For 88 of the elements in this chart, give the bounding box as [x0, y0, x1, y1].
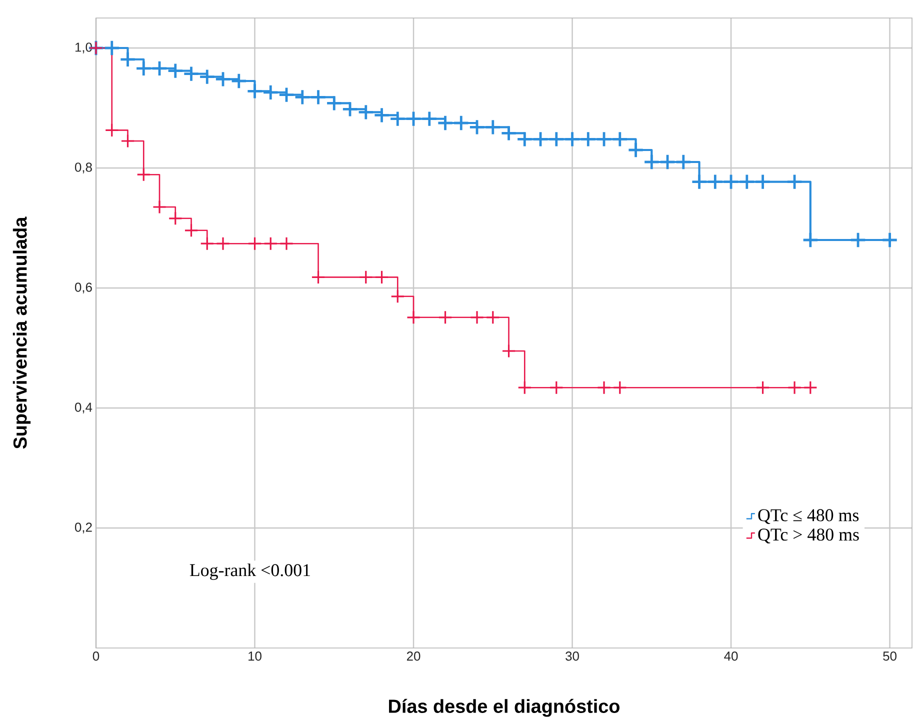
point [436, 114, 454, 132]
annotation: Log-rank <0.001 [190, 564, 310, 580]
point [151, 60, 168, 77]
point [311, 270, 326, 284]
point [500, 124, 518, 142]
point [452, 114, 470, 132]
point [264, 236, 278, 251]
x-tick-label: 40 [724, 652, 738, 661]
point [468, 118, 486, 136]
point [691, 174, 708, 190]
point [390, 289, 405, 304]
point [358, 270, 373, 284]
y-tick-label: 0,6 [74, 282, 92, 294]
point [612, 380, 627, 395]
point [596, 130, 612, 148]
point [358, 104, 374, 120]
point [248, 236, 262, 251]
point [484, 118, 502, 136]
point [326, 94, 342, 112]
x-tick-label: 20 [406, 652, 420, 661]
point [152, 200, 167, 214]
point [310, 88, 327, 106]
point [136, 168, 151, 182]
point [738, 174, 756, 190]
point [104, 40, 120, 56]
point [787, 380, 802, 395]
point [200, 236, 214, 251]
point [516, 130, 533, 148]
point [580, 130, 596, 148]
point [596, 380, 612, 395]
y-tick-label: 0,8 [74, 162, 92, 174]
point [294, 88, 311, 106]
point [532, 130, 549, 148]
point [167, 62, 184, 80]
legend-label: QTc > 480 ms [758, 528, 859, 544]
x-tick-label: 50 [883, 652, 896, 661]
point [628, 142, 644, 158]
point [659, 154, 676, 170]
point [675, 154, 692, 170]
point [278, 86, 295, 104]
point [246, 82, 264, 100]
point [549, 380, 564, 395]
point [756, 380, 770, 395]
x-axis-title: Días desde el diagnóstico [389, 698, 620, 717]
point [564, 130, 581, 148]
point [518, 380, 532, 395]
point [104, 123, 119, 138]
point [373, 106, 390, 124]
x-tick-label: 10 [248, 652, 262, 661]
point [438, 310, 452, 324]
point [882, 232, 898, 248]
point [184, 223, 198, 238]
y-axis-title: Supervivencia acumulada [12, 216, 31, 449]
point [168, 211, 182, 226]
point [198, 68, 216, 86]
y-tick-label: 0,4 [74, 402, 92, 414]
x-tick-label: 0 [92, 652, 100, 661]
point [421, 110, 438, 128]
point [406, 310, 421, 324]
legend-label: QTc ≤ 480 ms [758, 509, 859, 524]
point [548, 130, 565, 148]
point [135, 60, 152, 77]
point [389, 110, 406, 128]
point [502, 344, 516, 358]
point [214, 70, 232, 88]
point [722, 174, 740, 190]
point [786, 174, 803, 190]
point [802, 232, 819, 248]
point [850, 232, 866, 248]
point [182, 66, 200, 82]
point [643, 154, 660, 170]
point [342, 100, 358, 118]
y-tick-label: 0,2 [74, 522, 92, 534]
point [803, 380, 818, 395]
point [754, 174, 772, 190]
point [279, 236, 294, 251]
point [262, 84, 279, 101]
point [119, 51, 136, 68]
point [374, 270, 389, 284]
point [612, 130, 628, 148]
x-tick-label: 30 [566, 652, 579, 661]
point [120, 134, 135, 148]
point [216, 236, 230, 251]
point [706, 174, 724, 190]
point [486, 310, 500, 324]
point [470, 310, 484, 324]
point [405, 110, 422, 128]
point [230, 72, 248, 90]
